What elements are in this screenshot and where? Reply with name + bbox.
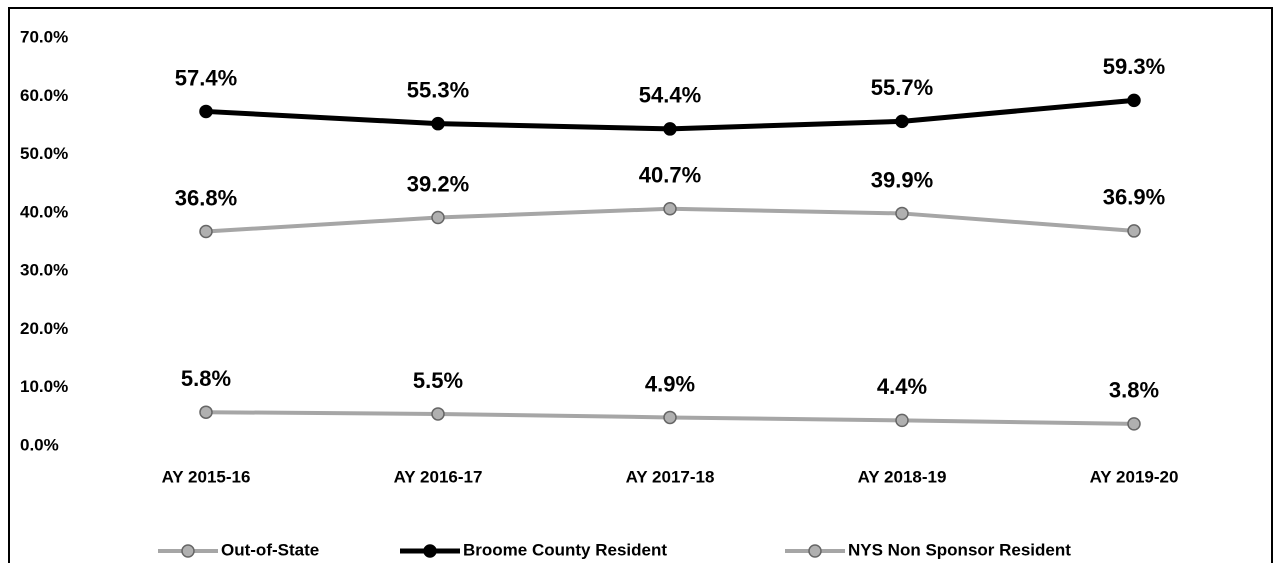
point-marker — [895, 114, 909, 129]
point-marker — [431, 407, 445, 421]
point-marker — [1127, 417, 1141, 431]
x-tick-label: AY 2016-17 — [394, 467, 483, 486]
point-marker — [199, 405, 213, 419]
legend-label: Out-of-State — [221, 540, 319, 559]
y-tick-label: 60.0% — [20, 86, 68, 105]
y-tick-label: 30.0% — [20, 261, 68, 280]
point-marker — [1127, 224, 1141, 238]
data-label: 55.7% — [871, 75, 933, 100]
point-marker — [895, 413, 909, 428]
chart-border — [8, 7, 1273, 563]
x-tick-label: AY 2019-20 — [1090, 467, 1179, 486]
y-tick-label: 40.0% — [20, 202, 68, 221]
data-label: 36.9% — [1103, 185, 1165, 210]
point-marker — [663, 410, 677, 425]
y-tick-label: 70.0% — [20, 27, 68, 46]
x-tick-label: AY 2015-16 — [162, 467, 251, 486]
point-marker — [199, 104, 213, 119]
data-label: 39.2% — [407, 171, 469, 196]
data-label: 4.9% — [645, 371, 695, 396]
data-label: 55.3% — [407, 77, 469, 102]
data-label: 40.7% — [639, 163, 701, 188]
point-marker — [199, 224, 213, 239]
data-label: 57.4% — [175, 65, 237, 90]
point-marker — [431, 210, 445, 225]
point-marker — [895, 206, 909, 221]
y-tick-label: 10.0% — [20, 377, 68, 396]
y-tick-label: 50.0% — [20, 144, 68, 163]
data-label: 54.4% — [639, 83, 701, 108]
point-marker — [663, 122, 677, 136]
data-label: 5.5% — [413, 368, 463, 393]
data-label: 4.4% — [877, 374, 927, 399]
legend-label: Broome County Resident — [463, 540, 667, 559]
data-label: 59.3% — [1103, 54, 1165, 79]
x-tick-label: AY 2017-18 — [626, 467, 715, 486]
x-tick-label: AY 2018-19 — [858, 467, 947, 486]
point-marker — [1127, 93, 1141, 108]
legend-label: NYS Non Sponsor Resident — [848, 540, 1071, 559]
point-marker — [431, 116, 445, 131]
legend-marker — [181, 544, 195, 558]
y-tick-label: 20.0% — [20, 319, 68, 338]
data-label: 39.9% — [871, 167, 933, 192]
legend-marker — [423, 544, 437, 558]
legend-marker — [808, 544, 822, 558]
data-label: 36.8% — [175, 185, 237, 210]
point-marker — [663, 202, 677, 216]
data-label: 3.8% — [1109, 378, 1159, 403]
data-label: 5.8% — [181, 366, 231, 391]
y-tick-label: 0.0% — [20, 435, 59, 454]
